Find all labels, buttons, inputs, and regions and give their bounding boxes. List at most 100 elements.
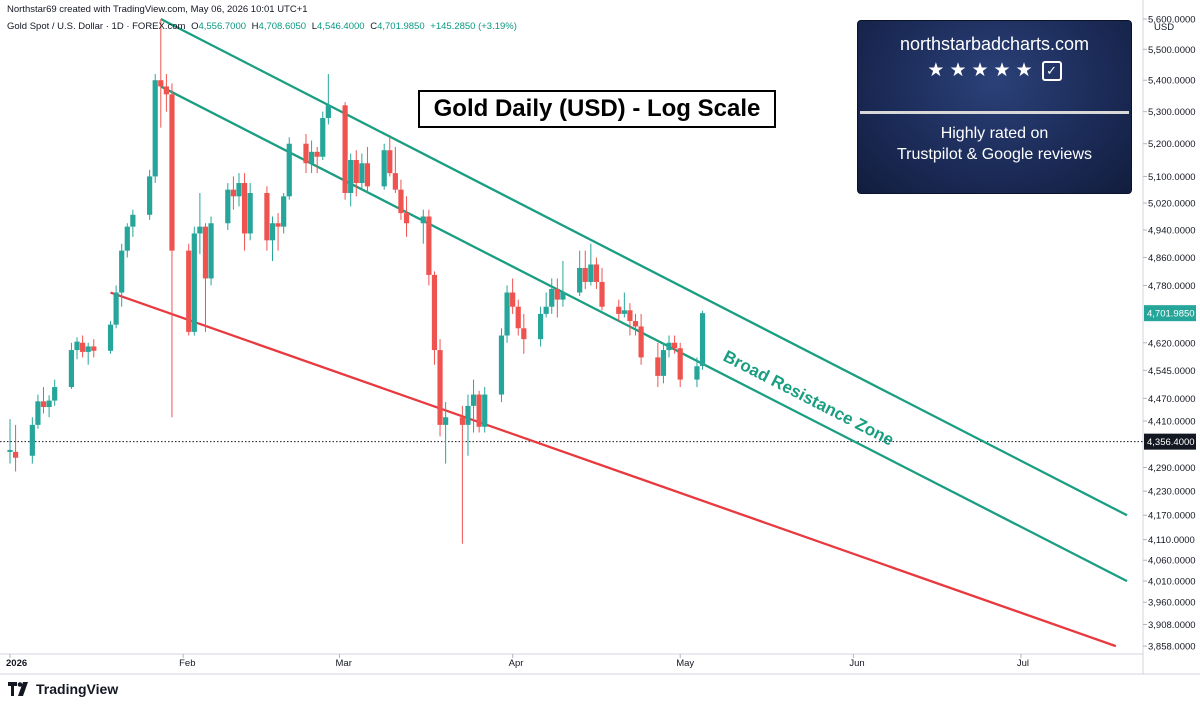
candle-body xyxy=(35,401,41,425)
candle-body xyxy=(482,394,488,427)
instrument-name[interactable]: Gold Spot / U.S. Dollar · 1D · FOREX.com xyxy=(7,21,186,32)
candle-body xyxy=(29,424,35,456)
y-tick-label: 4,940.0000 xyxy=(1148,226,1196,237)
candle-body xyxy=(85,346,91,352)
candle-body xyxy=(353,159,359,184)
promo-line-1: Highly rated on xyxy=(940,125,1049,142)
candle xyxy=(202,223,209,332)
candle-body xyxy=(593,264,600,282)
candle xyxy=(632,313,639,336)
candle xyxy=(537,306,544,347)
candle-body xyxy=(314,151,320,157)
candle xyxy=(68,342,75,389)
candle-body xyxy=(52,387,58,401)
trendline-support xyxy=(110,291,1117,648)
candle-body xyxy=(286,143,292,197)
candle xyxy=(303,134,309,174)
candle-body xyxy=(275,223,281,227)
broad-resistance-zone-label: Broad Resistance Zone xyxy=(720,347,897,450)
candle-body xyxy=(627,310,633,322)
candle xyxy=(426,209,432,286)
candle xyxy=(470,379,477,433)
candle xyxy=(437,339,443,437)
y-tick-label: 4,470.0000 xyxy=(1148,394,1196,405)
candle xyxy=(130,209,136,237)
x-tick-label: Jul xyxy=(1017,658,1029,669)
candle xyxy=(560,261,566,307)
candle-body xyxy=(325,105,331,119)
candle-body xyxy=(208,223,214,279)
candle xyxy=(264,186,270,251)
change-value: +145.2850 (+3.19%) xyxy=(430,21,517,32)
candle xyxy=(359,153,365,190)
candle xyxy=(230,176,236,210)
candle xyxy=(342,102,348,200)
candle xyxy=(325,73,331,125)
tradingview-wordmark: TradingView xyxy=(36,681,119,697)
candle xyxy=(186,243,192,336)
candle-body xyxy=(186,250,192,332)
candle-body xyxy=(202,226,209,279)
candle xyxy=(29,417,35,464)
candle-body xyxy=(348,159,354,193)
candle xyxy=(504,285,510,343)
promo-banner: northstarbadcharts.com ★★★★★ ✓ Highly rat… xyxy=(857,20,1132,194)
candle xyxy=(582,250,588,289)
candle-body xyxy=(476,394,482,427)
tradingview-logo-icon xyxy=(8,682,28,696)
candle xyxy=(694,357,700,388)
candle-body xyxy=(241,183,248,234)
candle xyxy=(147,169,153,220)
candle xyxy=(392,146,398,193)
high-value: 4,708.6050 xyxy=(258,21,307,32)
candle-body xyxy=(303,143,309,164)
y-tick-label: 4,620.0000 xyxy=(1148,338,1196,349)
candle xyxy=(286,137,292,200)
candles xyxy=(7,19,706,544)
candle xyxy=(482,387,488,433)
y-tick-label: 4,170.0000 xyxy=(1148,511,1196,522)
candle xyxy=(269,216,276,262)
candle-body xyxy=(107,324,114,351)
candle-body xyxy=(264,192,270,241)
candle-body xyxy=(124,226,130,251)
candle xyxy=(627,303,633,336)
y-tick-label: 5,600.0000 xyxy=(1148,15,1196,26)
candle xyxy=(459,405,465,544)
x-tick-label: Jun xyxy=(849,658,864,669)
low-value: 4,546.4000 xyxy=(317,21,365,32)
candle-body xyxy=(320,118,326,157)
candle xyxy=(621,292,627,318)
candle-body xyxy=(498,335,505,395)
close-value: 4,701.9850 xyxy=(377,21,425,32)
candle xyxy=(443,402,449,464)
candle xyxy=(163,73,169,112)
candle-body xyxy=(91,346,97,351)
candle-body xyxy=(147,176,153,215)
candle xyxy=(107,321,114,354)
candle-body xyxy=(621,310,627,314)
candle-body xyxy=(699,313,706,366)
candle-body xyxy=(465,405,471,425)
candle-body xyxy=(68,350,75,388)
candle xyxy=(152,73,158,184)
candle-body xyxy=(40,401,47,408)
candle-body xyxy=(426,216,432,275)
candle xyxy=(85,342,91,365)
candle xyxy=(699,310,706,370)
candle xyxy=(281,192,287,234)
rating-stars: ★★★★★ ✓ xyxy=(858,59,1131,82)
y-tick-label: 4,410.0000 xyxy=(1148,417,1196,428)
candle xyxy=(314,146,320,174)
candle xyxy=(197,192,203,255)
candle xyxy=(353,150,359,197)
candle xyxy=(225,183,231,231)
candle-body xyxy=(247,192,253,234)
chart-credit: Northstar69 created with TradingView.com… xyxy=(7,4,308,15)
footer-brand[interactable]: TradingView xyxy=(8,681,118,697)
chart-title-box: Gold Daily (USD) - Log Scale xyxy=(418,90,776,128)
promo-site: northstarbadcharts.com xyxy=(899,34,1090,54)
candle-body xyxy=(443,417,449,425)
candle xyxy=(521,313,527,354)
